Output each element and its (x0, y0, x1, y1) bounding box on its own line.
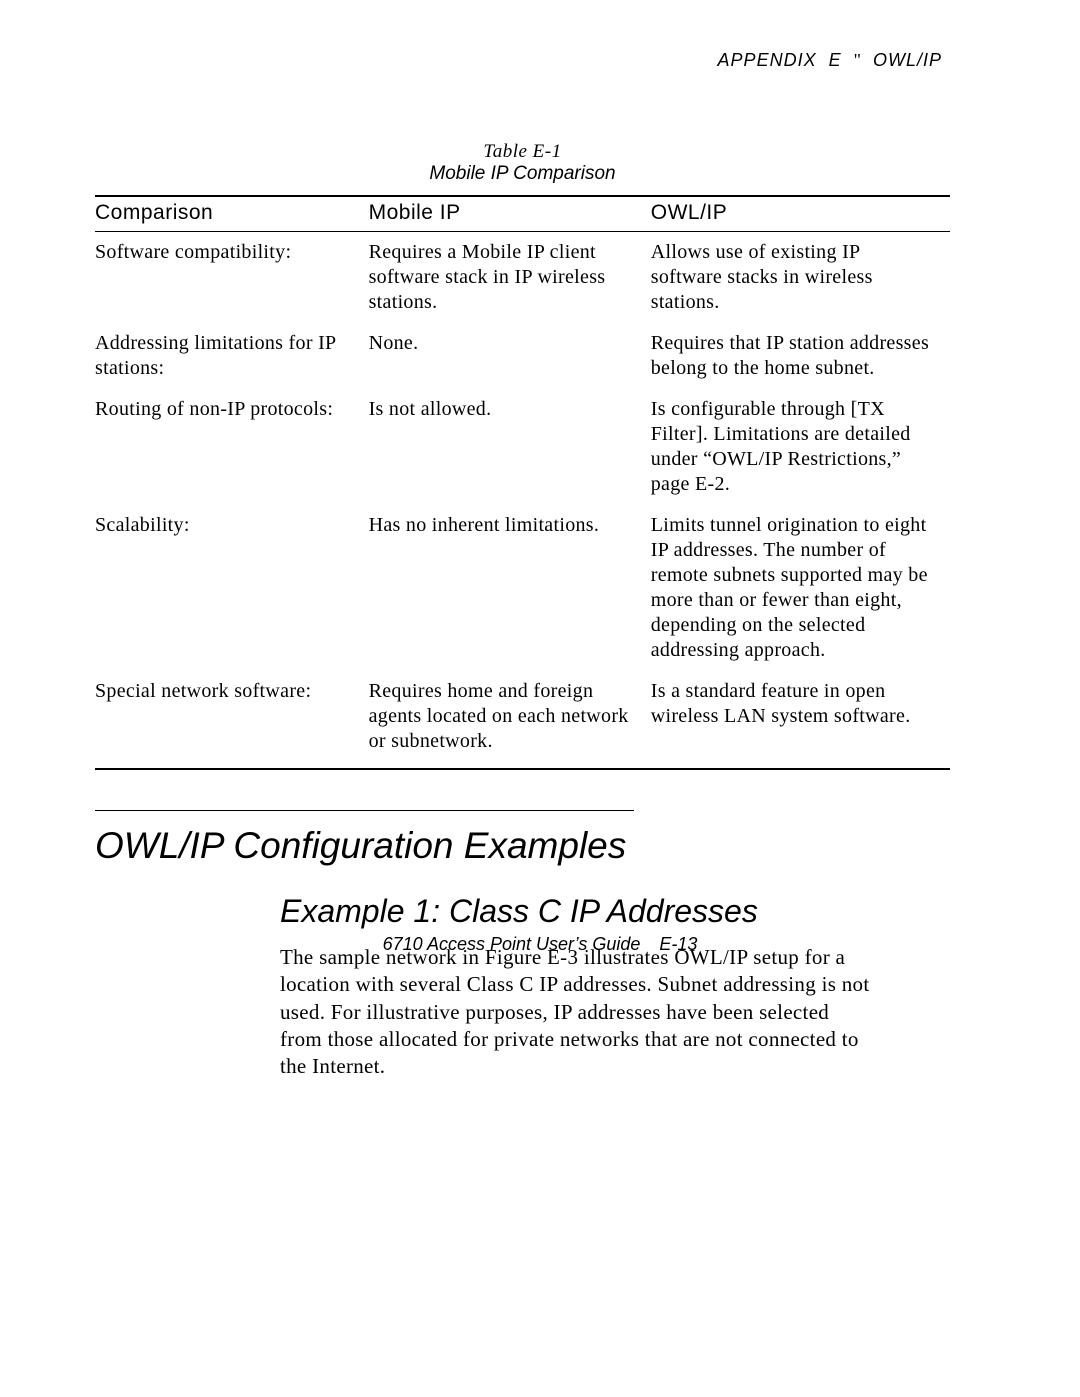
body-paragraph: The sample network in Figure E-3 illustr… (280, 944, 870, 1080)
cell: None. (369, 323, 651, 389)
table-caption: Table E-1 Mobile IP Comparison (95, 141, 950, 185)
col-owl-ip: OWL/IP (651, 196, 950, 232)
col-comparison: Comparison (95, 196, 369, 232)
col-mobile-ip: Mobile IP (369, 196, 651, 232)
cell: Is not allowed. (369, 389, 651, 505)
cell: Addressing limitations for IP stations: (95, 323, 369, 389)
section-heading: OWL/IP Configuration Examples (95, 825, 950, 867)
footer-book-title: 6710 Access Point User’s Guide (383, 934, 641, 954)
cell: Is configurable through [TX Filter]. Lim… (651, 389, 950, 505)
page: APPENDIX E " OWL/IP Table E-1 Mobile IP … (0, 0, 1080, 1397)
section-rule (95, 810, 634, 811)
cell: Is a standard feature in open wireless L… (651, 671, 950, 769)
cell: Routing of non-IP protocols: (95, 389, 369, 505)
page-footer: 6710 Access Point User’s Guide E-13 (0, 934, 1080, 955)
table-row: Software compatibility: Requires a Mobil… (95, 232, 950, 324)
header-title: OWL/IP (873, 50, 942, 70)
table-number: Table E-1 (95, 141, 950, 163)
footer-page-number: E-13 (659, 934, 697, 954)
comparison-table: Comparison Mobile IP OWL/IP Software com… (95, 195, 950, 770)
table-header-row: Comparison Mobile IP OWL/IP (95, 196, 950, 232)
header-separator: " (854, 50, 861, 70)
table-row: Routing of non-IP protocols: Is not allo… (95, 389, 950, 505)
cell: Software compatibility: (95, 232, 369, 324)
cell: Has no inherent limitations. (369, 505, 651, 671)
cell: Requires a Mobile IP client software sta… (369, 232, 651, 324)
cell: Allows use of existing IP software stack… (651, 232, 950, 324)
cell: Special network software: (95, 671, 369, 769)
cell: Requires home and foreign agents located… (369, 671, 651, 769)
cell: Limits tunnel origination to eight IP ad… (651, 505, 950, 671)
header-appendix: APPENDIX E (718, 50, 842, 70)
table-row: Scalability: Has no inherent limitations… (95, 505, 950, 671)
cell: Scalability: (95, 505, 369, 671)
table-title: Mobile IP Comparison (95, 163, 950, 185)
running-header: APPENDIX E " OWL/IP (95, 50, 950, 71)
table-row: Addressing limitations for IP stations: … (95, 323, 950, 389)
cell: Requires that IP station addresses belon… (651, 323, 950, 389)
subsection-heading: Example 1: Class C IP Addresses (280, 893, 950, 930)
table-row: Special network software: Requires home … (95, 671, 950, 769)
